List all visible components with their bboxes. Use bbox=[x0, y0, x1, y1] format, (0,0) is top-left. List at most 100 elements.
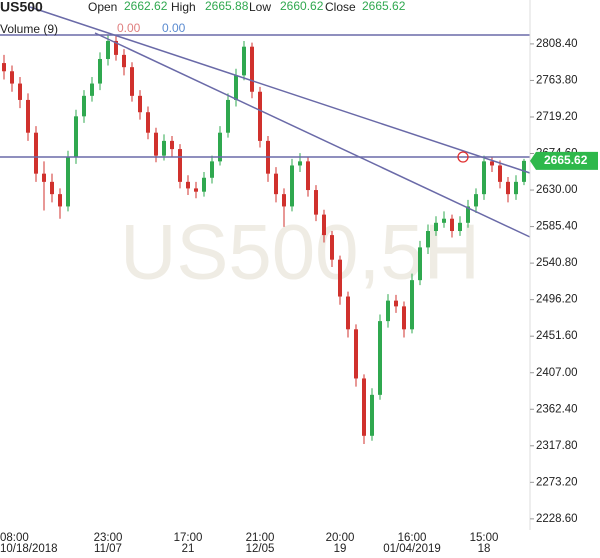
x-tick-time: 15:00 bbox=[470, 532, 499, 544]
candle-body bbox=[162, 140, 166, 156]
candle-body bbox=[146, 112, 150, 133]
label: Low bbox=[249, 0, 271, 14]
candle-body bbox=[362, 378, 366, 436]
candle-body bbox=[410, 280, 414, 330]
label: High bbox=[171, 0, 196, 14]
y-tick-label: 2407.00 bbox=[536, 367, 578, 379]
candle-body bbox=[458, 222, 462, 232]
indicator-value: 0.00 bbox=[117, 21, 141, 35]
x-tick-date: 19 bbox=[334, 543, 347, 555]
candle-body bbox=[210, 161, 214, 178]
candle-body bbox=[378, 321, 382, 395]
candle-body bbox=[226, 99, 230, 133]
candle-body bbox=[426, 231, 430, 248]
x-tick-date: 18 bbox=[478, 543, 491, 555]
candle-body bbox=[58, 194, 62, 207]
trend-line[interactable] bbox=[94, 32, 531, 238]
candle-body bbox=[218, 132, 222, 162]
candle-body bbox=[170, 140, 174, 150]
candle-body bbox=[306, 161, 310, 191]
candle-body bbox=[242, 46, 246, 76]
candle-body bbox=[90, 83, 94, 96]
candle-body bbox=[18, 83, 22, 100]
candle-body bbox=[338, 259, 342, 297]
y-tick-label: 2763.80 bbox=[536, 74, 578, 86]
candle-body bbox=[346, 296, 350, 330]
indicator-value: 0.00 bbox=[162, 21, 186, 35]
candle-body bbox=[114, 40, 118, 55]
candle-body bbox=[370, 394, 374, 436]
value: 2665.88 bbox=[205, 0, 249, 13]
candle-body bbox=[290, 165, 294, 207]
candle-body bbox=[74, 116, 78, 158]
candle-body bbox=[34, 132, 38, 174]
candle-body bbox=[42, 173, 46, 182]
indicator-label: Volume (9) bbox=[0, 22, 58, 36]
y-tick-label: 2273.20 bbox=[536, 476, 578, 488]
candle-body bbox=[514, 181, 518, 195]
x-tick-date: 21 bbox=[182, 543, 195, 555]
y-tick-label: 2451.60 bbox=[536, 330, 578, 342]
y-tick-label: 2362.40 bbox=[536, 403, 578, 415]
candle-body bbox=[138, 95, 142, 113]
candle-body bbox=[82, 95, 86, 117]
candle-body bbox=[482, 161, 486, 195]
watermark: US500,5H bbox=[120, 208, 480, 296]
candle-body bbox=[298, 161, 302, 166]
label: Close bbox=[325, 0, 356, 14]
y-tick-label: 2496.20 bbox=[536, 294, 578, 306]
x-tick-time: 17:00 bbox=[174, 532, 203, 544]
trend-line[interactable] bbox=[29, 6, 531, 174]
x-tick-date: 11/07 bbox=[94, 543, 122, 555]
symbol: US500 bbox=[0, 0, 43, 15]
candle-body bbox=[506, 181, 510, 195]
candle-body bbox=[314, 190, 318, 215]
last-price: 2665.62 bbox=[544, 153, 588, 167]
x-tick-date: 12/05 bbox=[246, 543, 275, 555]
line-handle[interactable] bbox=[457, 151, 469, 163]
candle-body bbox=[202, 177, 206, 192]
candle-body bbox=[194, 188, 198, 192]
y-tick-label: 2808.40 bbox=[536, 38, 578, 50]
candle-body bbox=[498, 165, 502, 182]
y-tick-label: 2540.80 bbox=[536, 257, 578, 269]
value: 2660.62 bbox=[280, 0, 324, 13]
candle-body bbox=[466, 206, 470, 223]
candle-body bbox=[322, 214, 326, 236]
candle-body bbox=[418, 247, 422, 281]
candle-body bbox=[2, 63, 6, 72]
candle-body bbox=[10, 71, 14, 84]
value: 2665.62 bbox=[362, 0, 406, 13]
candle-body bbox=[26, 99, 30, 133]
x-tick-time: 16:00 bbox=[398, 532, 427, 544]
candle-body bbox=[474, 194, 478, 207]
candle-body bbox=[122, 54, 126, 68]
candle-body bbox=[402, 306, 406, 330]
label: Open bbox=[88, 0, 117, 14]
candle-body bbox=[450, 218, 454, 232]
x-tick-time: 23:00 bbox=[94, 532, 123, 544]
candle-body bbox=[130, 67, 134, 96]
candle-body bbox=[258, 91, 262, 141]
y-tick-label: 2630.00 bbox=[536, 184, 578, 196]
y-tick-label: 2228.60 bbox=[536, 513, 578, 525]
y-tick-label: 2317.80 bbox=[536, 440, 578, 452]
candle-body bbox=[178, 149, 182, 182]
candle-body bbox=[50, 181, 54, 195]
candle-body bbox=[442, 218, 446, 223]
candle-body bbox=[354, 329, 358, 379]
candle-body bbox=[490, 161, 494, 166]
candle-body bbox=[250, 46, 254, 92]
candle-body bbox=[154, 132, 158, 156]
x-tick-time: 08:00 bbox=[0, 532, 29, 544]
candle-body bbox=[98, 58, 102, 84]
candle-body bbox=[330, 235, 334, 260]
candle-body bbox=[274, 173, 278, 195]
x-tick-time: 20:00 bbox=[326, 532, 355, 544]
y-tick-label: 2585.40 bbox=[536, 221, 578, 233]
candle-body bbox=[234, 75, 238, 100]
candle-body bbox=[434, 222, 438, 232]
candle-body bbox=[282, 194, 286, 207]
candle-body bbox=[386, 300, 390, 322]
